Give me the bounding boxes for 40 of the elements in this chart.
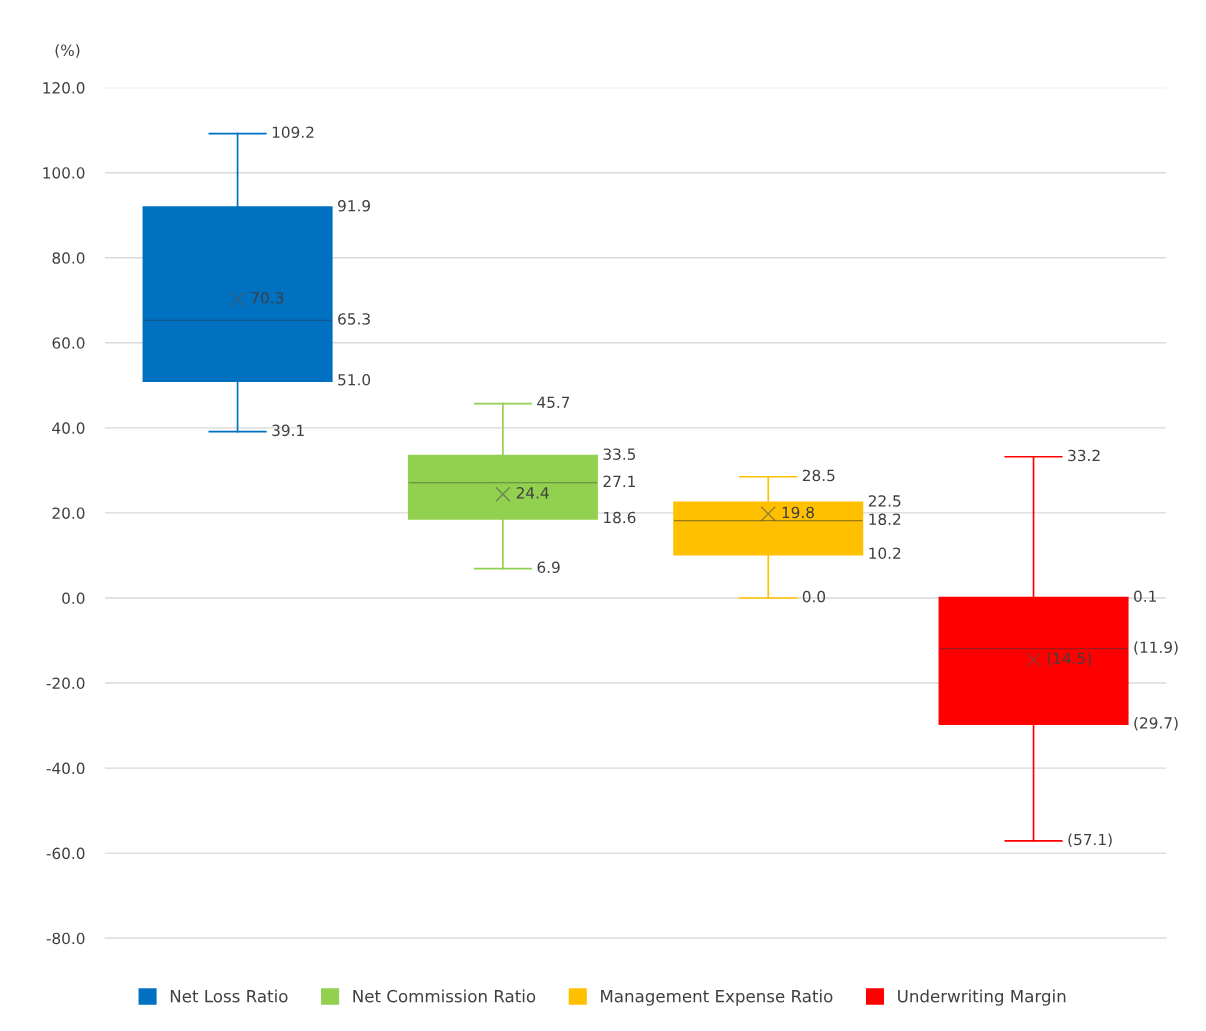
y-tick-label: -60.0 xyxy=(46,847,85,860)
annotation: 6.9 xyxy=(537,561,560,574)
annotation: (14.5) xyxy=(1047,652,1091,666)
y-tick-label: 0.0 xyxy=(62,592,85,604)
legend-label: Underwriting Margin xyxy=(898,989,1066,1006)
annotation: 45.7 xyxy=(537,396,570,409)
y-tick-label: 120.0 xyxy=(43,82,85,94)
annotation: 39.1 xyxy=(272,424,304,437)
annotation: 28.5 xyxy=(802,469,835,482)
y-tick-label: -40.0 xyxy=(46,762,85,775)
y-tick-label: 20.0 xyxy=(52,507,85,519)
y-tick-label: 100.0 xyxy=(43,167,85,179)
y-tick-label: 60.0 xyxy=(52,337,85,349)
annotation: 109.2 xyxy=(272,126,314,138)
y-tick-label: -20.0 xyxy=(46,677,85,690)
legend-label: Net Commission Ratio xyxy=(353,989,536,1003)
annotation: 19.8 xyxy=(782,506,814,519)
annotation: 18.6 xyxy=(604,511,636,524)
annotation: 0.1 xyxy=(1134,590,1156,602)
annotation: 18.2 xyxy=(869,513,901,526)
annotation: 27.1 xyxy=(603,475,635,487)
y-tick-label: 80.0 xyxy=(52,252,85,264)
annotation: 22.5 xyxy=(868,495,901,507)
legend-label: Management Expense Ratio xyxy=(601,989,833,1006)
annotation: 65.3 xyxy=(338,313,370,325)
annotation: (11.9) xyxy=(1134,641,1178,655)
annotation: 0.0 xyxy=(802,590,826,603)
y-tick-label: -80.0 xyxy=(46,932,85,945)
legend-label: Net Loss Ratio xyxy=(170,989,288,1003)
annotation: 24.4 xyxy=(516,487,549,499)
annotation: 91.9 xyxy=(338,200,371,212)
y-tick-label: 40.0 xyxy=(52,422,85,434)
annotation: (57.1) xyxy=(1068,833,1112,848)
annotation: 70.3 xyxy=(251,291,284,304)
annotation: 33.2 xyxy=(1068,449,1100,462)
annotation: (29.7) xyxy=(1134,716,1178,731)
annotation: 10.2 xyxy=(869,547,901,560)
y-axis-title: (%) xyxy=(55,44,80,58)
annotation: 33.5 xyxy=(603,448,636,460)
annotation: 51.0 xyxy=(338,373,371,386)
